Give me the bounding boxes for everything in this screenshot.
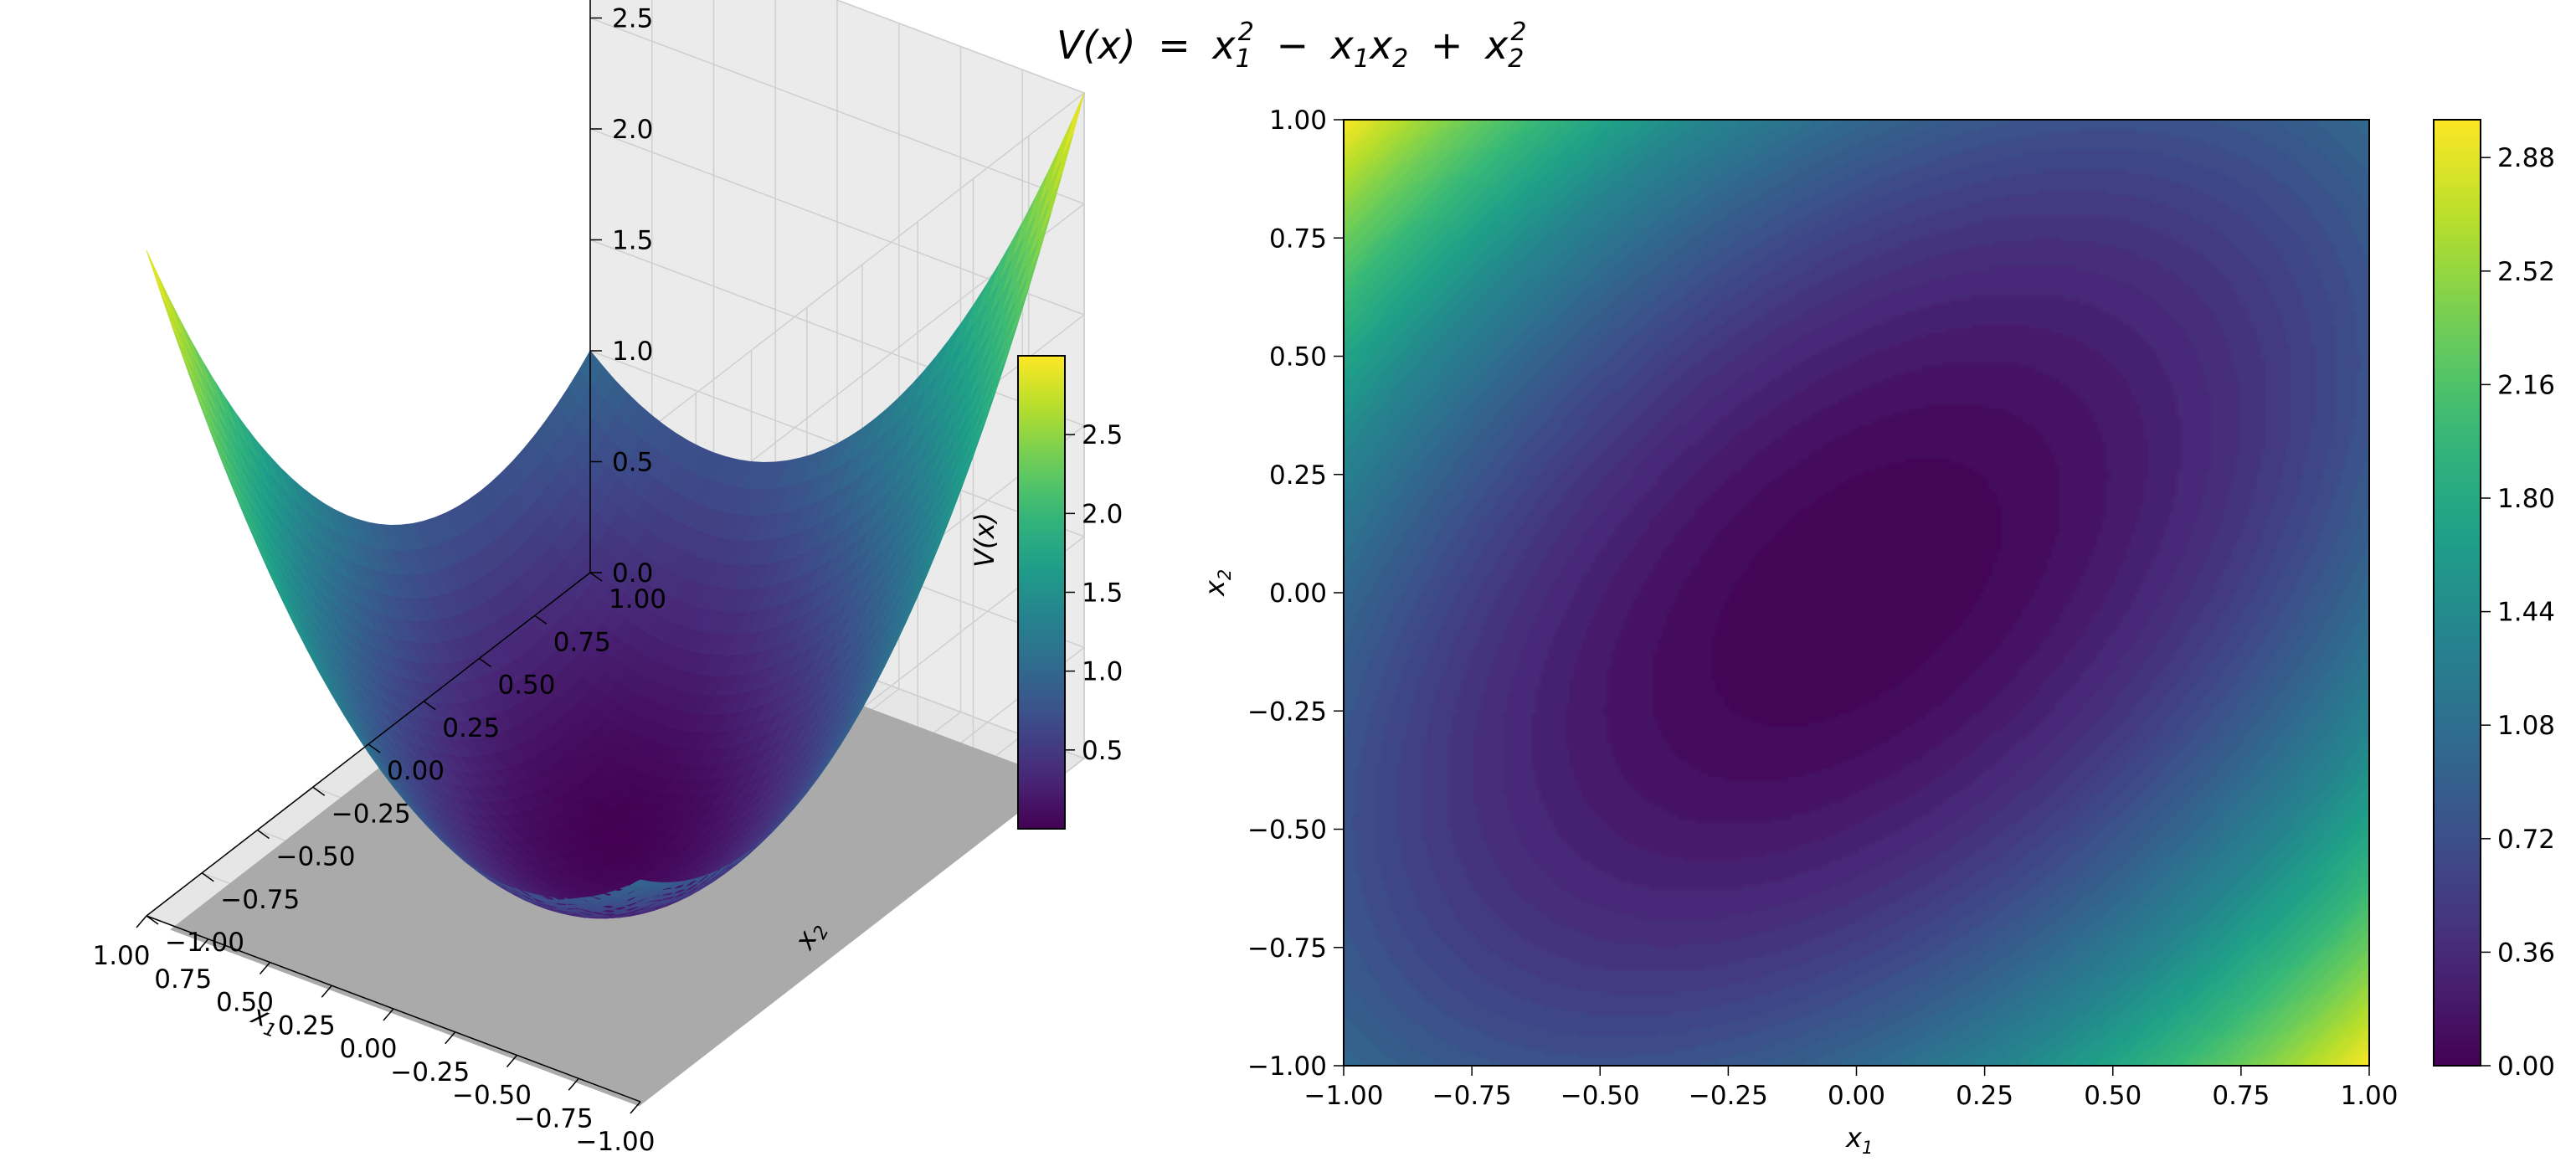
surface-y-tick-mark (201, 872, 214, 882)
surface-y-tick-mark (257, 829, 270, 840)
heatmap-colorbar-tick-label: 2.16 (2497, 370, 2555, 400)
surface-facet (146, 249, 171, 311)
heatmap-colorbar-fill (2433, 119, 2481, 1067)
surface-x-tick-mark (198, 938, 209, 952)
surface-z-tick-label: 2.5 (612, 4, 653, 34)
surface-x-tick-mark (506, 1055, 518, 1067)
surface-x-tick-label: 1.00 (92, 941, 150, 971)
surface-x-tick-mark (321, 984, 332, 998)
heatmap-x-tick-label: −0.75 (1432, 1081, 1512, 1111)
surface-y-tick-label: −1.00 (165, 928, 244, 958)
surface-y-tick-label: 0.50 (498, 671, 556, 701)
heatmap-y-tick-label: −0.50 (1247, 815, 1327, 846)
heatmap-y-tick-label: −1.00 (1247, 1051, 1327, 1082)
figure-title: V(x) = x12 − x1x2 + x22 (1057, 4, 1526, 76)
surface-x-tick-label: −0.50 (452, 1081, 532, 1111)
heatmap-y-tick-label: −0.25 (1247, 697, 1327, 727)
heatmap-colorbar-tick-label: 0.36 (2497, 938, 2555, 968)
heatmap-image (1344, 120, 2369, 1066)
surface-facet (157, 274, 182, 334)
gridline-z (589, 17, 1086, 548)
surface-z-tick-label: 0.0 (612, 558, 653, 589)
heatmap-colorbar-tick-label: 2.52 (2497, 257, 2555, 287)
surface-x-tick-mark (568, 1077, 579, 1091)
heatmap-y-tick-label: −0.75 (1247, 933, 1327, 964)
surface-x-tick-mark (383, 1008, 394, 1021)
surface-z-tick-label: 1.5 (612, 226, 653, 256)
heatmap-colorbar-tick-label: 1.80 (2497, 484, 2555, 514)
surface-y-tick-label: −0.25 (332, 799, 411, 829)
surface-x-tick-label: −0.25 (390, 1057, 470, 1087)
heatmap-x-tick-label: −1.00 (1304, 1081, 1384, 1111)
surface-colorbar-ticks: 0.5 1.0 1.5 2.0 2.5 (1065, 420, 1123, 766)
surface-colorbar-label: V(x) (969, 512, 1000, 568)
surface-y-tick-mark (479, 657, 491, 668)
surface-y-tick-label: 0.00 (387, 756, 445, 786)
surface-x-tick-label: −1.00 (576, 1127, 656, 1157)
heatmap-panel: −1.00 −0.75 −0.50 −0.25 0.00 0.25 0.50 0.75 1.00… (1199, 105, 2399, 1158)
surface-x-tick-label: 0.50 (216, 988, 274, 1018)
heatmap-colorbar-tick-label: 0.00 (2497, 1051, 2555, 1082)
surface-colorbar-tick-label: 1.0 (1082, 657, 1123, 687)
surface-mesh (146, 92, 1085, 919)
surface-y-tick-mark (146, 915, 159, 925)
surface-colorbar-fill (1017, 355, 1066, 830)
heatmap-y-axis-label: x2 (1199, 569, 1235, 597)
heatmap-x-tick-label: 0.50 (2084, 1081, 2142, 1111)
surface-y-tick-label: 0.25 (442, 713, 500, 743)
surface-y-tick-mark (368, 743, 381, 753)
heatmap-y-ticks: −1.00 −0.75 −0.50 −0.25 0.00 0.25 0.50 0.75 1.00 (1247, 105, 1344, 1082)
surface-colorbar-tick-label: 2.0 (1082, 499, 1123, 529)
heatmap-x-tick-label: −0.25 (1689, 1081, 1768, 1111)
surface-z-ticks: 0.00.51.01.52.02.53.0 (590, 4, 653, 589)
heatmap-x-axis-label: x1 (1845, 1122, 1873, 1158)
surface-x-ticks: −1.00−0.75−0.50−0.250.000.250.500.751.00 (92, 915, 656, 1157)
surface-colorbar-tick-label: 2.5 (1082, 420, 1123, 450)
surface-y-tick-label: −0.75 (220, 885, 300, 915)
surface-x-tick-mark (445, 1031, 456, 1045)
heatmap-x-tick-label: −0.50 (1561, 1081, 1640, 1111)
heatmap-y-tick-label: 0.75 (1269, 224, 1327, 254)
heatmap-x-tick-label: 0.00 (1828, 1081, 1885, 1111)
surface-y-tick-mark (312, 786, 326, 796)
heatmap-x-tick-label: 0.25 (1956, 1081, 2013, 1111)
surface-z-tick-label: 0.5 (612, 448, 653, 478)
surface-y-ticks: −1.00 −0.75 −0.50 −0.25 0.00 0.25 0.50 0.75 1.00 (146, 572, 666, 958)
surface-colorbar: 0.5 1.0 1.5 2.0 2.5 V(x) (969, 355, 1123, 830)
surface-x-tick-mark (630, 1101, 641, 1114)
heatmap-colorbar-ticks: 0.00 0.36 0.72 1.08 1.44 1.80 2.16 2.52 2.88 (2481, 143, 2555, 1082)
surface-colorbar-tick-label: 1.5 (1082, 578, 1123, 609)
surface-y-tick-mark (423, 701, 436, 711)
heatmap-colorbar: 0.00 0.36 0.72 1.08 1.44 1.80 2.16 2.52 2.88 (2433, 119, 2555, 1082)
heatmap-x-ticks: −1.00 −0.75 −0.50 −0.25 0.00 0.25 0.50 0.75 1.00 (1304, 1066, 2399, 1111)
heatmap-x-tick-label: 1.00 (2340, 1081, 2398, 1111)
surface-colorbar-tick-label: 0.5 (1082, 736, 1123, 766)
heatmap-y-tick-label: 0.00 (1269, 578, 1327, 609)
surface-z-tick-label: 2.0 (612, 115, 653, 145)
surface-x-tick-label: 0.25 (278, 1010, 336, 1041)
surface-y-tick-label: 0.75 (553, 627, 611, 657)
surface-y-tick-mark (534, 614, 548, 625)
surface-x-tick-label: −0.75 (514, 1103, 594, 1134)
surface-x-tick-label: 0.00 (339, 1034, 397, 1064)
surface-y-tick-label: 1.00 (609, 584, 666, 614)
heatmap-colorbar-tick-label: 1.44 (2497, 598, 2555, 628)
surface-z-tick-label: 1.0 (612, 337, 653, 367)
heatmap-colorbar-tick-label: 1.08 (2497, 711, 2555, 741)
surface-x-tick-mark (136, 915, 147, 928)
surface-y-tick-mark (589, 572, 603, 582)
heatmap-x-tick-label: 0.75 (2212, 1081, 2270, 1111)
heatmap-y-tick-label: 1.00 (1269, 105, 1327, 136)
surface-y-tick-label: −0.50 (276, 842, 356, 872)
heatmap-y-tick-label: 0.50 (1269, 342, 1327, 373)
surface-3d-panel: −1.00−0.75−0.50−0.250.000.250.500.751.00… (92, 0, 1086, 1157)
heatmap-colorbar-tick-label: 0.72 (2497, 825, 2555, 855)
surface-x-tick-mark (259, 962, 271, 974)
heatmap-colorbar-tick-label: 2.88 (2497, 143, 2555, 173)
heatmap-y-tick-label: 0.25 (1269, 460, 1327, 491)
surface-x-tick-label: 0.75 (154, 964, 212, 995)
